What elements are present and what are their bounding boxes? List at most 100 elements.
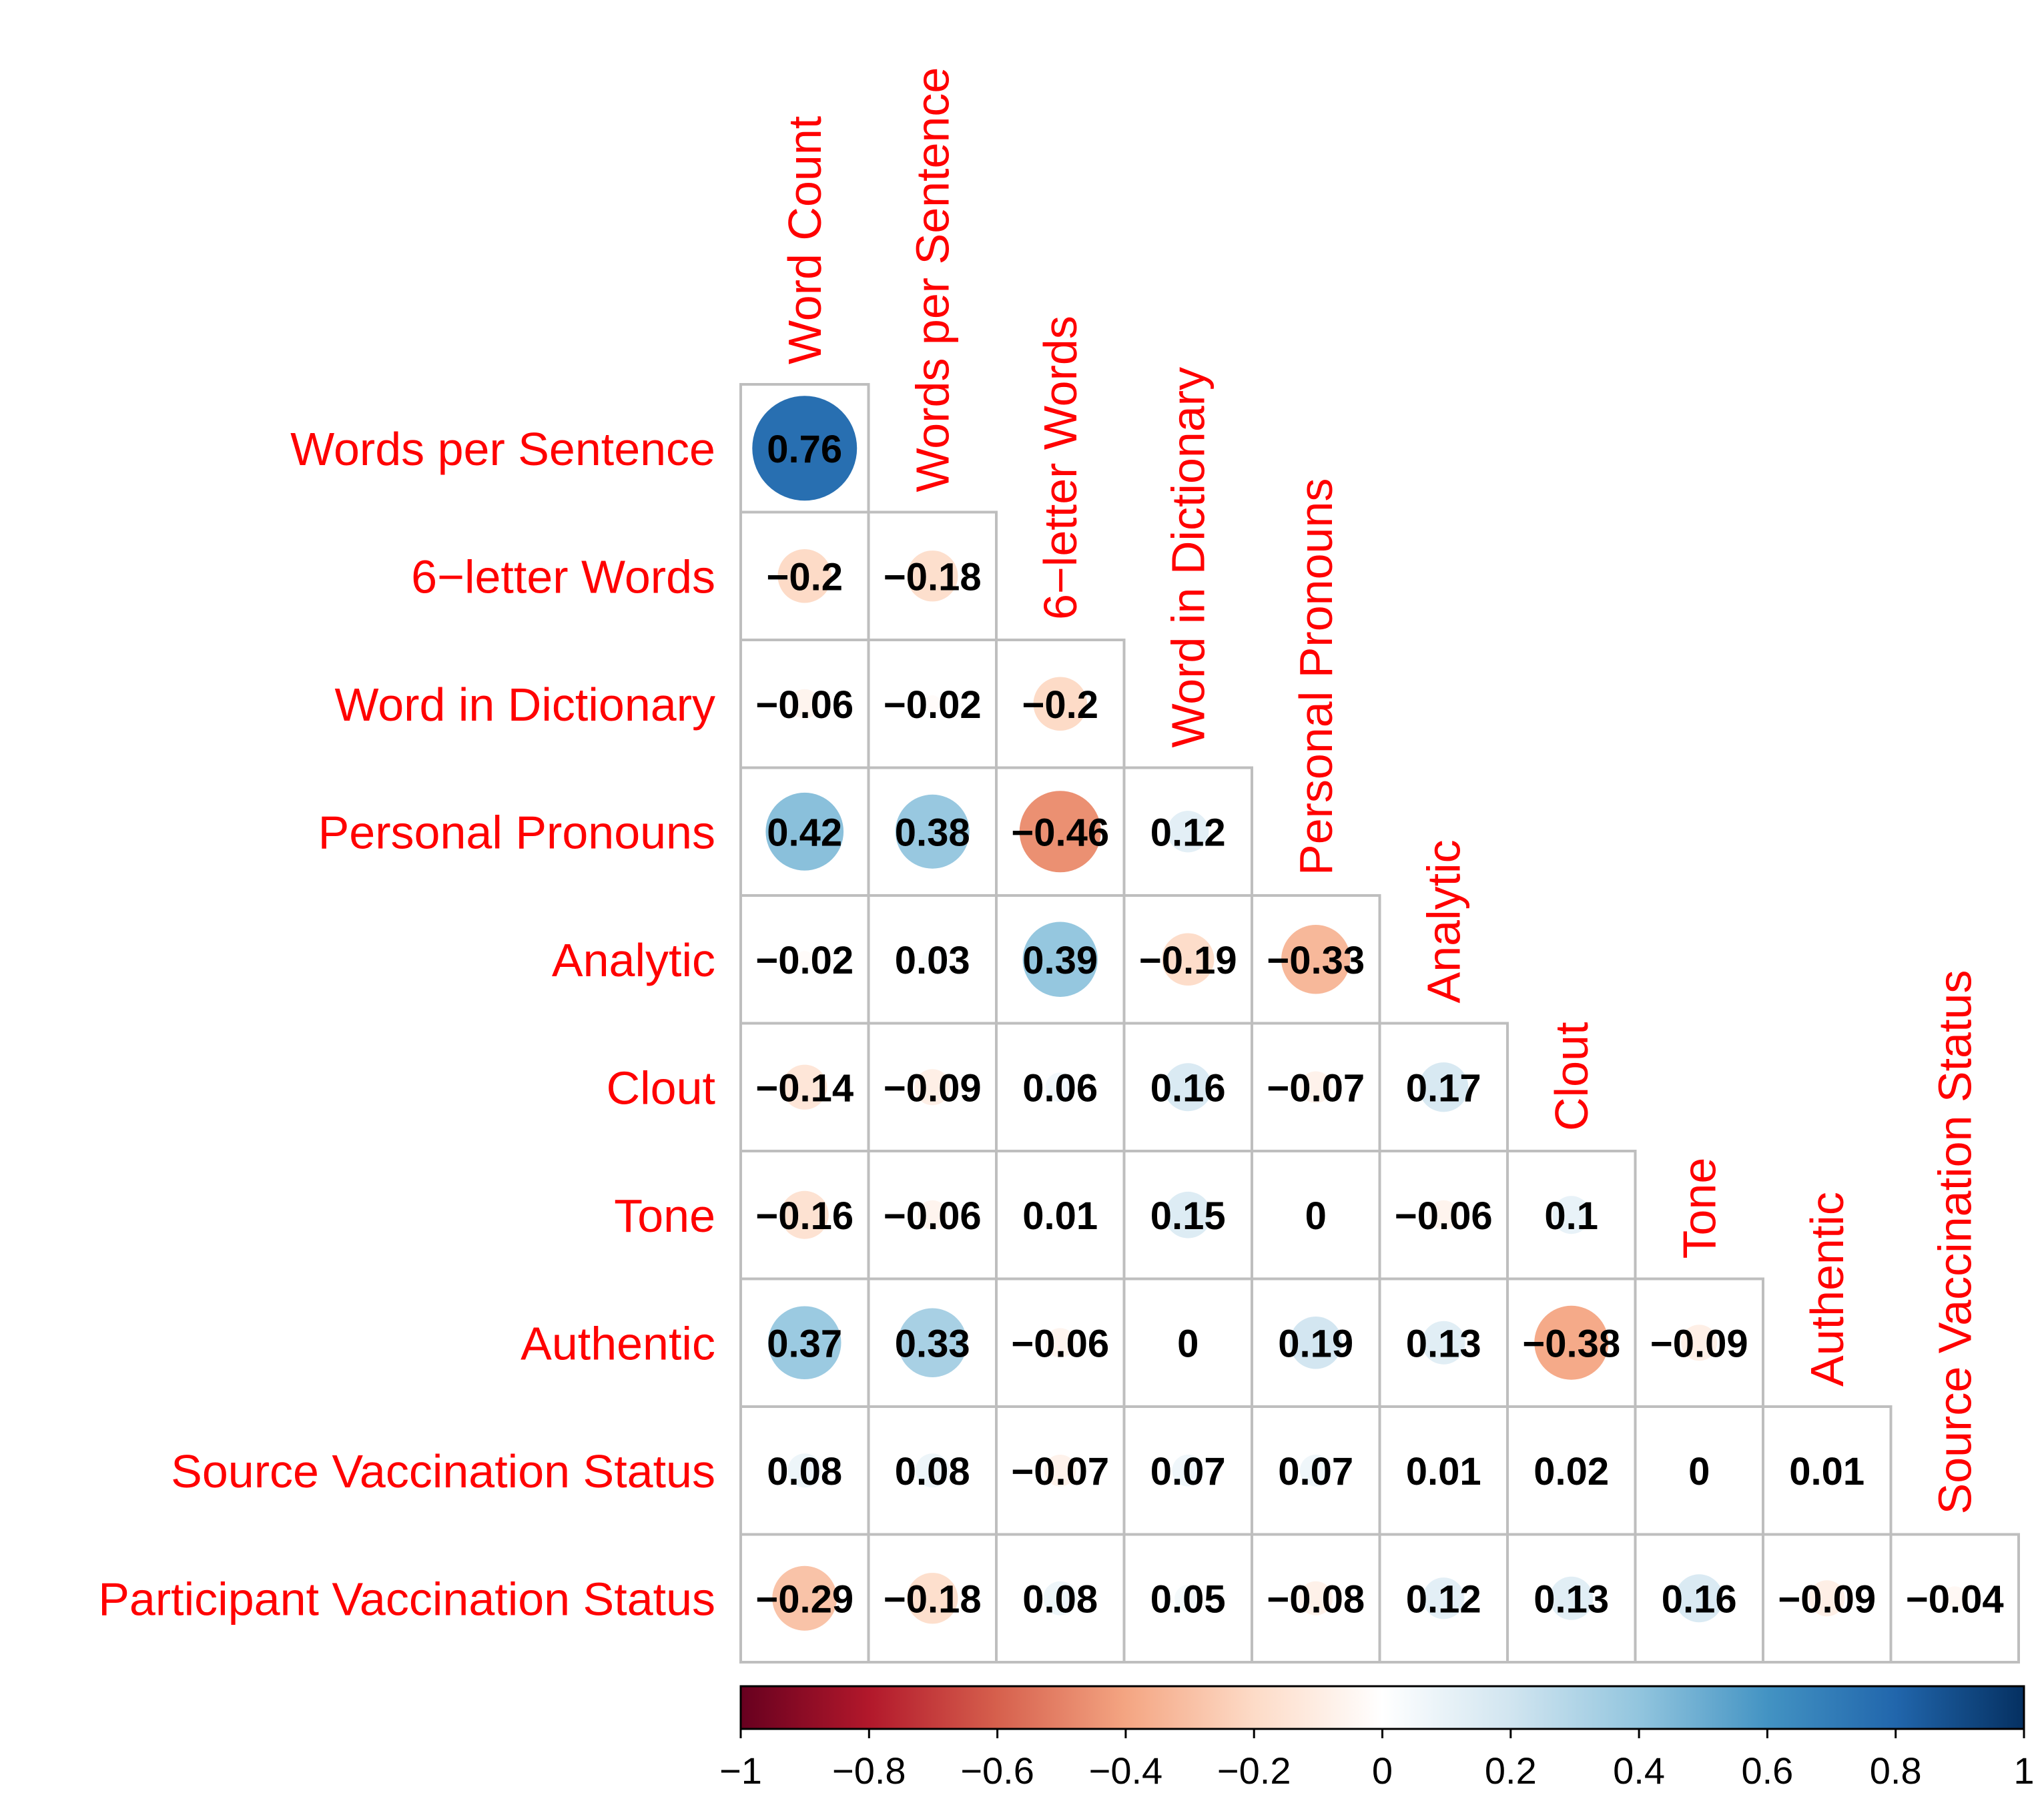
correlation-value-label: −0.06 bbox=[884, 1194, 982, 1238]
column-label: Tone bbox=[1673, 1158, 1725, 1259]
matrix-cell bbox=[995, 1405, 1126, 1536]
colorbar-tick-label: −0.2 bbox=[1217, 1750, 1291, 1792]
correlation-value-label: −0.18 bbox=[884, 555, 982, 599]
colorbar-tick-label: 0.6 bbox=[1741, 1750, 1793, 1792]
correlation-value-label: 0.01 bbox=[1022, 1194, 1098, 1238]
correlation-value-label: −0.02 bbox=[884, 683, 982, 727]
colorbar-tick-label: 0.4 bbox=[1613, 1750, 1665, 1792]
correlation-value-label: 0.39 bbox=[1022, 939, 1098, 982]
correlation-circle bbox=[918, 1200, 948, 1230]
correlation-value-label: 0.12 bbox=[1406, 1577, 1481, 1621]
colorbar-gradient bbox=[739, 1685, 2025, 1730]
correlation-circle bbox=[1808, 1580, 1845, 1617]
correlation-value-label: 0.12 bbox=[1150, 811, 1226, 854]
correlation-circle bbox=[1563, 1462, 1580, 1479]
correlation-value-label: 0.08 bbox=[1022, 1577, 1098, 1621]
matrix-cell bbox=[1122, 894, 1253, 1025]
column-label: Word Count bbox=[779, 116, 831, 364]
colorbar-tick-label: 1 bbox=[2013, 1750, 2034, 1792]
correlation-circle bbox=[1054, 1208, 1066, 1221]
correlation-value-label: 0.01 bbox=[1789, 1450, 1864, 1493]
correlation-value-label: −0.29 bbox=[755, 1577, 854, 1621]
colorbar-tick-label: −1 bbox=[719, 1750, 762, 1792]
row-label: Word in Dictionary bbox=[334, 679, 715, 731]
correlation-circle bbox=[898, 1308, 967, 1377]
correlation-value-label: −0.02 bbox=[755, 939, 854, 982]
correlation-value-label: −0.08 bbox=[1267, 1577, 1365, 1621]
row-label: 6−letter Words bbox=[411, 551, 715, 603]
correlation-value-label: −0.14 bbox=[755, 1066, 854, 1110]
correlation-circle bbox=[772, 1565, 837, 1631]
correlation-value-label: −0.04 bbox=[1906, 1577, 2004, 1621]
column-label: Word in Dictionary bbox=[1162, 367, 1214, 748]
correlation-value-label: −0.09 bbox=[1778, 1577, 1876, 1621]
correlation-circle bbox=[1174, 1585, 1202, 1612]
column-label: Personal Pronouns bbox=[1290, 478, 1342, 875]
correlation-value-label: −0.07 bbox=[1267, 1066, 1365, 1110]
colorbar-tick-label: −0.6 bbox=[960, 1750, 1034, 1792]
correlation-value-label: 0.05 bbox=[1150, 1577, 1226, 1621]
correlation-value-label: 0.08 bbox=[767, 1450, 842, 1493]
correlation-value-label: −0.06 bbox=[1011, 1322, 1109, 1365]
correlation-circle bbox=[1681, 1325, 1718, 1361]
colorbar-tick-label: 0.8 bbox=[1870, 1750, 1922, 1792]
column-label: Words per Sentence bbox=[906, 67, 958, 492]
correlation-circle bbox=[1534, 1305, 1609, 1380]
correlation-circle bbox=[1299, 1454, 1332, 1487]
column-label: Authentic bbox=[1801, 1192, 1853, 1387]
correlation-circle bbox=[915, 1453, 950, 1488]
correlation-circle bbox=[1429, 1200, 1459, 1230]
correlation-circle bbox=[1044, 1454, 1076, 1487]
row-labels: Words per Sentence 6−letter Words Word in … bbox=[98, 423, 715, 1625]
correlation-circle bbox=[1423, 1577, 1465, 1619]
correlation-value-label: −0.06 bbox=[1395, 1194, 1493, 1238]
correlation-value-label: 0.37 bbox=[767, 1322, 842, 1365]
correlation-value-label: 0.19 bbox=[1278, 1322, 1353, 1365]
correlation-circle bbox=[1164, 1191, 1212, 1238]
correlation-value-label: 0.13 bbox=[1534, 1577, 1609, 1621]
correlation-value-label: −0.18 bbox=[884, 1577, 982, 1621]
row-label: Analytic bbox=[552, 934, 715, 986]
column-label: 6−letter Words bbox=[1034, 316, 1086, 620]
correlation-circle bbox=[1943, 1586, 1967, 1611]
correlation-value-label: −0.38 bbox=[1522, 1322, 1620, 1365]
correlation-circle bbox=[1172, 1454, 1205, 1487]
correlation-value-label: 0.38 bbox=[895, 811, 970, 854]
correlation-circle bbox=[1167, 811, 1209, 853]
correlation-circle bbox=[777, 549, 831, 603]
correlation-value-label: 0.33 bbox=[895, 1322, 970, 1365]
correlation-value-label: 0.01 bbox=[1406, 1450, 1481, 1493]
colorbar-tick-label: 0.2 bbox=[1485, 1750, 1537, 1792]
correlation-circle bbox=[907, 551, 958, 602]
column-label: Source Vaccination Status bbox=[1929, 970, 1981, 1515]
correlation-circle bbox=[780, 1190, 829, 1239]
correlation-value-label: 0.15 bbox=[1150, 1194, 1226, 1238]
correlation-value-label: −0.09 bbox=[1650, 1322, 1748, 1365]
correlation-value-label: 0.16 bbox=[1662, 1577, 1737, 1621]
correlation-value-label: 0 bbox=[1688, 1450, 1710, 1493]
correlation-circles bbox=[752, 396, 1967, 1631]
correlation-circle bbox=[924, 695, 941, 713]
correlation-circle bbox=[1820, 1464, 1833, 1477]
correlation-circle bbox=[1550, 1576, 1594, 1620]
correlation-circle bbox=[789, 689, 819, 719]
row-label: Words per Sentence bbox=[290, 423, 715, 475]
column-labels: Word Count Words per Sentence 6−letter Wor… bbox=[779, 67, 1981, 1515]
matrix-cell bbox=[739, 1150, 870, 1281]
correlation-circle bbox=[907, 1573, 958, 1624]
correlation-value-label: 0.07 bbox=[1150, 1450, 1226, 1493]
matrix-grid bbox=[739, 383, 2020, 1664]
row-label: Source Vaccination Status bbox=[171, 1445, 715, 1497]
correlation-circle bbox=[787, 1453, 822, 1488]
correlation-value-label: 0.17 bbox=[1406, 1066, 1481, 1110]
correlation-circle bbox=[782, 1064, 827, 1110]
correlation-circle bbox=[1421, 1321, 1465, 1365]
correlation-circle bbox=[768, 1306, 841, 1379]
correlation-value-label: 0.13 bbox=[1406, 1322, 1481, 1365]
correlation-circle bbox=[914, 1069, 951, 1106]
colorbar-tick-label: 0 bbox=[1372, 1750, 1393, 1792]
row-label: Authentic bbox=[521, 1317, 715, 1369]
correlation-circle bbox=[1437, 1464, 1450, 1477]
correlation-circle bbox=[1033, 677, 1087, 731]
column-label: Analytic bbox=[1417, 839, 1469, 1003]
